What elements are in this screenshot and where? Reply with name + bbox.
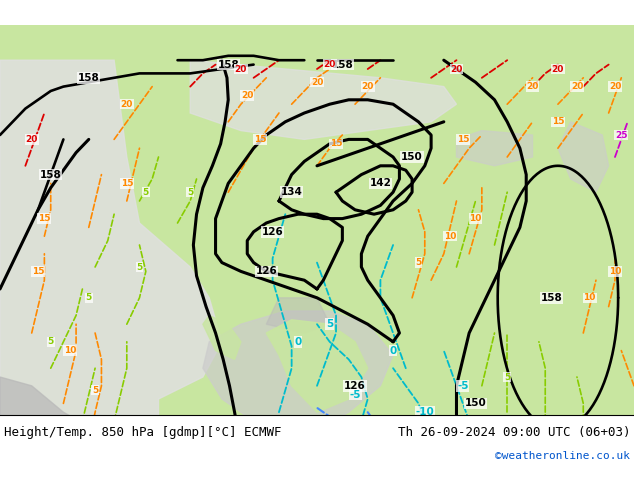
Text: 0: 0 — [389, 345, 397, 356]
Text: 15: 15 — [254, 135, 266, 144]
Polygon shape — [190, 60, 456, 139]
Text: 126: 126 — [344, 381, 366, 391]
Polygon shape — [0, 60, 222, 465]
Text: Height/Temp. 850 hPa [gdmp][°C] ECMWF: Height/Temp. 850 hPa [gdmp][°C] ECMWF — [4, 426, 281, 439]
Text: 20: 20 — [120, 99, 133, 109]
Text: 5: 5 — [143, 188, 149, 196]
Text: 10: 10 — [444, 232, 456, 241]
Text: 20: 20 — [323, 60, 336, 69]
Text: 150: 150 — [205, 420, 226, 430]
Text: 5: 5 — [86, 294, 92, 302]
Text: 20: 20 — [571, 82, 583, 91]
Text: 150: 150 — [401, 152, 423, 162]
Polygon shape — [266, 298, 330, 333]
Text: 20: 20 — [241, 91, 254, 100]
Text: 20: 20 — [361, 82, 374, 91]
Text: 15: 15 — [38, 214, 51, 223]
Text: 158: 158 — [541, 293, 562, 303]
Text: 10: 10 — [583, 294, 596, 302]
Text: 5: 5 — [504, 372, 510, 382]
Text: ©weatheronline.co.uk: ©weatheronline.co.uk — [495, 451, 630, 461]
Text: 5: 5 — [187, 188, 193, 196]
Text: 20: 20 — [552, 65, 564, 74]
Text: 5: 5 — [136, 263, 143, 271]
Polygon shape — [456, 131, 533, 166]
Text: -5: -5 — [349, 390, 361, 400]
Text: 15: 15 — [120, 179, 133, 188]
Text: 20: 20 — [526, 82, 539, 91]
Text: 134: 134 — [281, 187, 302, 197]
Text: 5: 5 — [48, 337, 54, 346]
Polygon shape — [158, 421, 228, 443]
Text: 20: 20 — [235, 65, 247, 74]
Text: 20: 20 — [450, 65, 463, 74]
Text: 5: 5 — [326, 319, 333, 329]
Polygon shape — [203, 316, 241, 359]
Text: 20: 20 — [25, 135, 38, 144]
Text: 158: 158 — [332, 60, 353, 70]
Text: 15: 15 — [456, 135, 469, 144]
Text: 5: 5 — [73, 416, 79, 425]
Polygon shape — [558, 122, 609, 192]
Text: 158: 158 — [78, 73, 100, 83]
Text: 20: 20 — [609, 82, 621, 91]
Text: -5: -5 — [457, 381, 469, 391]
Text: 158: 158 — [40, 170, 61, 180]
Bar — [0, 415, 634, 465]
Text: Th 26-09-2024 09:00 UTC (06+03): Th 26-09-2024 09:00 UTC (06+03) — [398, 426, 630, 439]
Text: 10: 10 — [63, 346, 76, 355]
Text: 20: 20 — [311, 78, 323, 87]
Text: 10: 10 — [609, 267, 621, 276]
Text: 15: 15 — [330, 139, 342, 148]
Polygon shape — [63, 421, 152, 452]
Text: 5: 5 — [415, 258, 422, 267]
Polygon shape — [0, 377, 114, 465]
Text: 126: 126 — [256, 267, 277, 276]
Text: 126: 126 — [262, 227, 283, 237]
Text: 10: 10 — [469, 214, 482, 223]
Text: 0: 0 — [294, 337, 302, 347]
Text: 150: 150 — [465, 398, 486, 408]
Text: 5: 5 — [92, 386, 98, 395]
Polygon shape — [203, 311, 393, 430]
Text: 15: 15 — [32, 267, 44, 276]
Text: 142: 142 — [370, 178, 391, 188]
Text: -15: -15 — [352, 429, 371, 439]
Text: 15: 15 — [552, 117, 564, 126]
Text: 158: 158 — [217, 60, 239, 70]
Text: -10: -10 — [415, 407, 434, 417]
Text: 25: 25 — [615, 130, 628, 140]
Polygon shape — [266, 320, 368, 412]
